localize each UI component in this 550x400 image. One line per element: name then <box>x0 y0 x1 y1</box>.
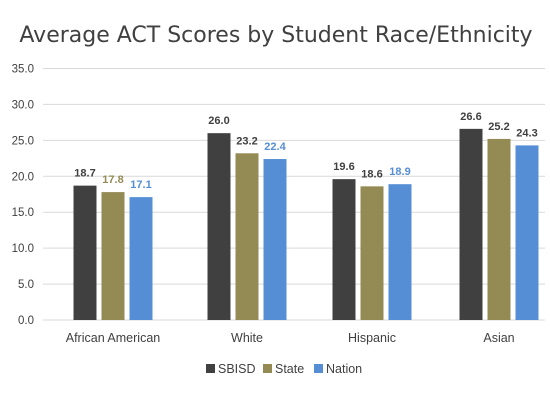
data-labels: 18.7 17.8 17.1 26.0 23.2 22.4 19.6 18.6 18.9 26.6… <box>74 111 537 191</box>
y-tick-label: 30.0 <box>12 99 34 111</box>
bar-sbisd-african-american <box>73 185 97 320</box>
data-label: 18.9 <box>389 166 410 178</box>
data-label: 25.2 <box>488 121 509 133</box>
y-tick-label: 0.0 <box>18 315 34 327</box>
data-label: 17.1 <box>130 179 151 191</box>
y-tick-label: 25.0 <box>12 135 34 147</box>
data-label: 18.6 <box>361 168 382 180</box>
legend-swatch-sbisd <box>206 364 215 373</box>
bar-state-white <box>235 153 259 320</box>
bar-sbisd-white <box>207 133 231 320</box>
category-label: White <box>231 331 263 345</box>
y-tick-label: 15.0 <box>12 207 34 219</box>
x-axis-categories: African American White Hispanic Asian <box>66 331 515 345</box>
bar-sbisd-hispanic <box>332 179 356 320</box>
bar-sbisd-asian <box>459 128 483 320</box>
legend: SBISD State Nation <box>206 362 362 376</box>
data-label: 18.7 <box>74 168 95 180</box>
data-label: 22.4 <box>264 141 286 153</box>
data-label: 24.3 <box>516 127 537 139</box>
legend-label-sbisd: SBISD <box>218 362 256 376</box>
bar-state-hispanic <box>360 186 384 320</box>
bar-nation-african-american <box>129 197 153 320</box>
chart-title: Average ACT Scores by Student Race/Ethni… <box>19 23 532 48</box>
legend-label-nation: Nation <box>326 362 362 376</box>
bar-nation-asian <box>515 145 539 320</box>
legend-label-state: State <box>275 362 304 376</box>
data-label: 23.2 <box>236 135 257 147</box>
bar-state-asian <box>487 138 511 320</box>
bar-state-african-american <box>101 192 125 320</box>
bar-nation-hispanic <box>388 184 412 320</box>
data-label: 26.0 <box>208 115 229 127</box>
bars <box>73 128 539 320</box>
data-label: 17.8 <box>102 174 123 186</box>
y-tick-label: 20.0 <box>12 171 34 183</box>
category-label: Asian <box>483 331 514 345</box>
category-label: Hispanic <box>348 331 396 345</box>
gridlines <box>43 68 545 321</box>
legend-swatch-nation <box>314 364 323 373</box>
category-label: African American <box>66 331 161 345</box>
y-axis-ticks: 0.0 5.0 10.0 15.0 20.0 25.0 30.0 35.0 <box>12 64 34 328</box>
data-label: 19.6 <box>333 161 354 173</box>
legend-swatch-state <box>263 364 272 373</box>
y-tick-label: 10.0 <box>12 243 34 255</box>
y-tick-label: 5.0 <box>18 279 34 291</box>
data-label: 26.6 <box>460 111 481 123</box>
bar-nation-white <box>263 159 287 320</box>
y-tick-label: 35.0 <box>12 64 34 76</box>
